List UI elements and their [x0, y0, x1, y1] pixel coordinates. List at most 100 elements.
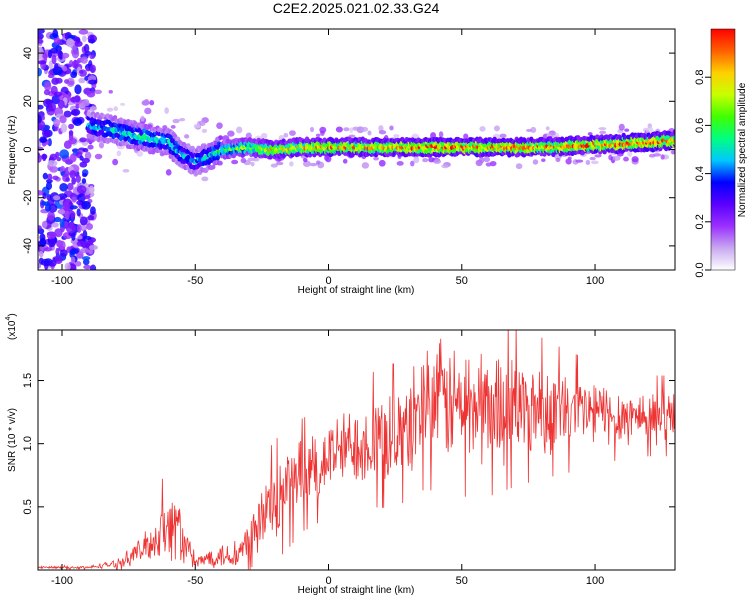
noise-cell [81, 200, 91, 210]
noise-cell [38, 104, 44, 110]
noise-cell [38, 262, 42, 269]
noise-cell [82, 172, 88, 178]
noise-cell [44, 203, 52, 212]
noise-cell [53, 195, 61, 201]
halo-cell [585, 159, 591, 166]
noise-cell [77, 193, 86, 203]
noise-cell [81, 35, 87, 43]
noise-cell [49, 238, 56, 248]
noise-cell [80, 56, 88, 64]
snr-x-axis-label: Height of straight line (km) [298, 585, 415, 596]
noise-cell [47, 173, 53, 181]
noise-cell [74, 260, 82, 267]
noise-cell [60, 123, 68, 133]
halo-cell [478, 157, 485, 164]
noise-cell [38, 146, 44, 151]
halo-cell [515, 163, 523, 170]
snr-multiplier: (x104) [5, 313, 18, 340]
snr-y-ticks: 0.5 1.0 1.5 [22, 373, 675, 514]
halo-cell [112, 158, 119, 166]
halo-cell [119, 102, 126, 107]
halo-cell [136, 150, 144, 157]
spectrogram-x-ticks: -100 -50 0 50 100 [51, 29, 604, 287]
noise-cell [79, 247, 90, 254]
noise-cell [40, 258, 51, 267]
halo-cell [302, 157, 308, 163]
halo-cell [172, 118, 180, 124]
noise-cell [50, 47, 59, 54]
snr-multiplier-base: (x10 [7, 320, 18, 340]
noise-cell [48, 102, 57, 112]
noise-cell [53, 91, 63, 97]
snr-frame [37, 329, 676, 571]
halo-cell [144, 98, 149, 104]
halo-cell [441, 164, 449, 169]
halo-cell [422, 157, 429, 163]
noise-cell [55, 77, 63, 84]
halo-cell [240, 157, 247, 164]
halo-cell [589, 156, 596, 161]
noise-cell [74, 84, 82, 95]
noise-cell [74, 40, 83, 47]
halo-cell [565, 158, 572, 165]
noise-cell [86, 223, 94, 230]
noise-cell [38, 225, 42, 231]
halo-cell [270, 163, 278, 168]
noise-cell [77, 235, 83, 240]
halo-cell [106, 107, 114, 112]
halo-cell [525, 128, 533, 132]
noise-cell [45, 181, 53, 190]
noise-cell [61, 52, 70, 59]
snr-panel: -100 -50 0 50 100 0.5 1.0 1.5 Height of straig… [5, 313, 676, 596]
noise-cell [62, 201, 70, 212]
noise-cell [59, 208, 66, 214]
spectrogram-y-axis-label: Frequency (Hz) [7, 116, 18, 185]
noise-cell [70, 264, 77, 270]
noise-cell [38, 142, 42, 147]
noise-cell [42, 153, 47, 162]
noise-cell [76, 240, 87, 247]
noise-cell [54, 228, 63, 238]
ridge-cell [218, 135, 223, 141]
noise-cell [88, 249, 94, 255]
halo-cell [252, 157, 260, 162]
noise-cell [54, 63, 59, 72]
noise-cell [38, 33, 44, 40]
noise-cell [78, 29, 89, 35]
halo-cell [483, 156, 491, 163]
noise-cell [46, 194, 52, 201]
noise-cell [66, 182, 74, 191]
spectrogram-x-tick-label: -100 [51, 275, 73, 287]
noise-cell [75, 174, 81, 183]
noise-cell [79, 155, 84, 161]
noise-cell [83, 43, 90, 53]
halo-cell [612, 155, 621, 161]
ridge-cell [218, 160, 223, 166]
spectrogram-x-axis-label: Height of straight line (km) [298, 285, 415, 296]
halo-cell [428, 157, 435, 163]
halo-cell [624, 128, 630, 132]
noise-cell [48, 60, 53, 70]
noise-cell [70, 71, 78, 79]
noise-cell [38, 60, 47, 65]
halo-cell [623, 156, 629, 162]
noise-cell [91, 83, 97, 89]
halo-cell [545, 126, 550, 131]
noise-cell [68, 137, 77, 145]
spectrogram-y-ticks: -40 -20 0 20 40 [22, 47, 675, 254]
snr-series-line [38, 330, 675, 570]
noise-cell [51, 54, 57, 65]
halo-cell [122, 168, 130, 173]
halo-cell [373, 156, 379, 161]
noise-cell [59, 249, 68, 257]
snr-x-tick-label: 0 [325, 575, 331, 587]
noise-cell [55, 247, 60, 256]
colorbar-tick-label: 0.2 [694, 214, 706, 229]
noise-cell [38, 115, 42, 124]
noise-cell [78, 77, 86, 84]
halo-cell [463, 133, 469, 140]
halo-cell [116, 150, 122, 157]
halo-cell [555, 157, 561, 162]
noise-cell [42, 172, 48, 180]
noise-cell [81, 157, 90, 164]
